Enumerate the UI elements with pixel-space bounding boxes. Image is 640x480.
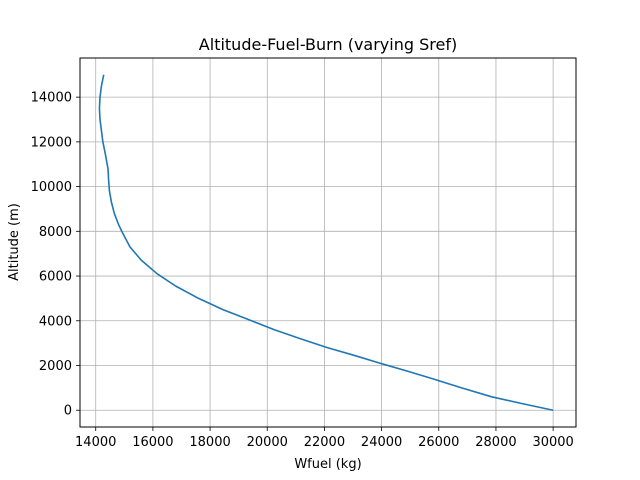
plot-frame [79,57,577,428]
chart-title: Altitude-Fuel-Burn (varying Sref) [199,35,457,54]
y-tick-label: 4000 [39,314,72,329]
series-layer [98,74,554,412]
x-axis-label: Wfuel (kg) [294,457,361,472]
y-axis-label: Altitude (m) [7,203,22,281]
x-tick-label: 20000 [247,435,288,450]
y-tick-label: 2000 [39,359,72,374]
x-tick-label: 18000 [189,435,230,450]
x-tick-label: 26000 [418,435,459,450]
ticks: 14000 16000 18000 20000 22000 24000 26000 28000… [31,91,574,450]
grid [80,58,576,427]
y-tick-label: 0 [64,404,72,419]
x-tick-label: 16000 [132,435,173,450]
x-tick-label: 30000 [532,435,573,450]
x-tick-label: 28000 [475,435,516,450]
y-tick-label: 12000 [31,135,72,150]
x-tick-label: 14000 [75,435,116,450]
x-tick-label: 24000 [361,435,402,450]
y-tick-label: 14000 [31,91,72,106]
y-tick-label: 8000 [39,225,72,240]
series-line [98,74,554,412]
y-tick-label: 10000 [31,180,72,195]
y-tick-label: 6000 [39,270,72,285]
x-tick-label: 22000 [304,435,345,450]
